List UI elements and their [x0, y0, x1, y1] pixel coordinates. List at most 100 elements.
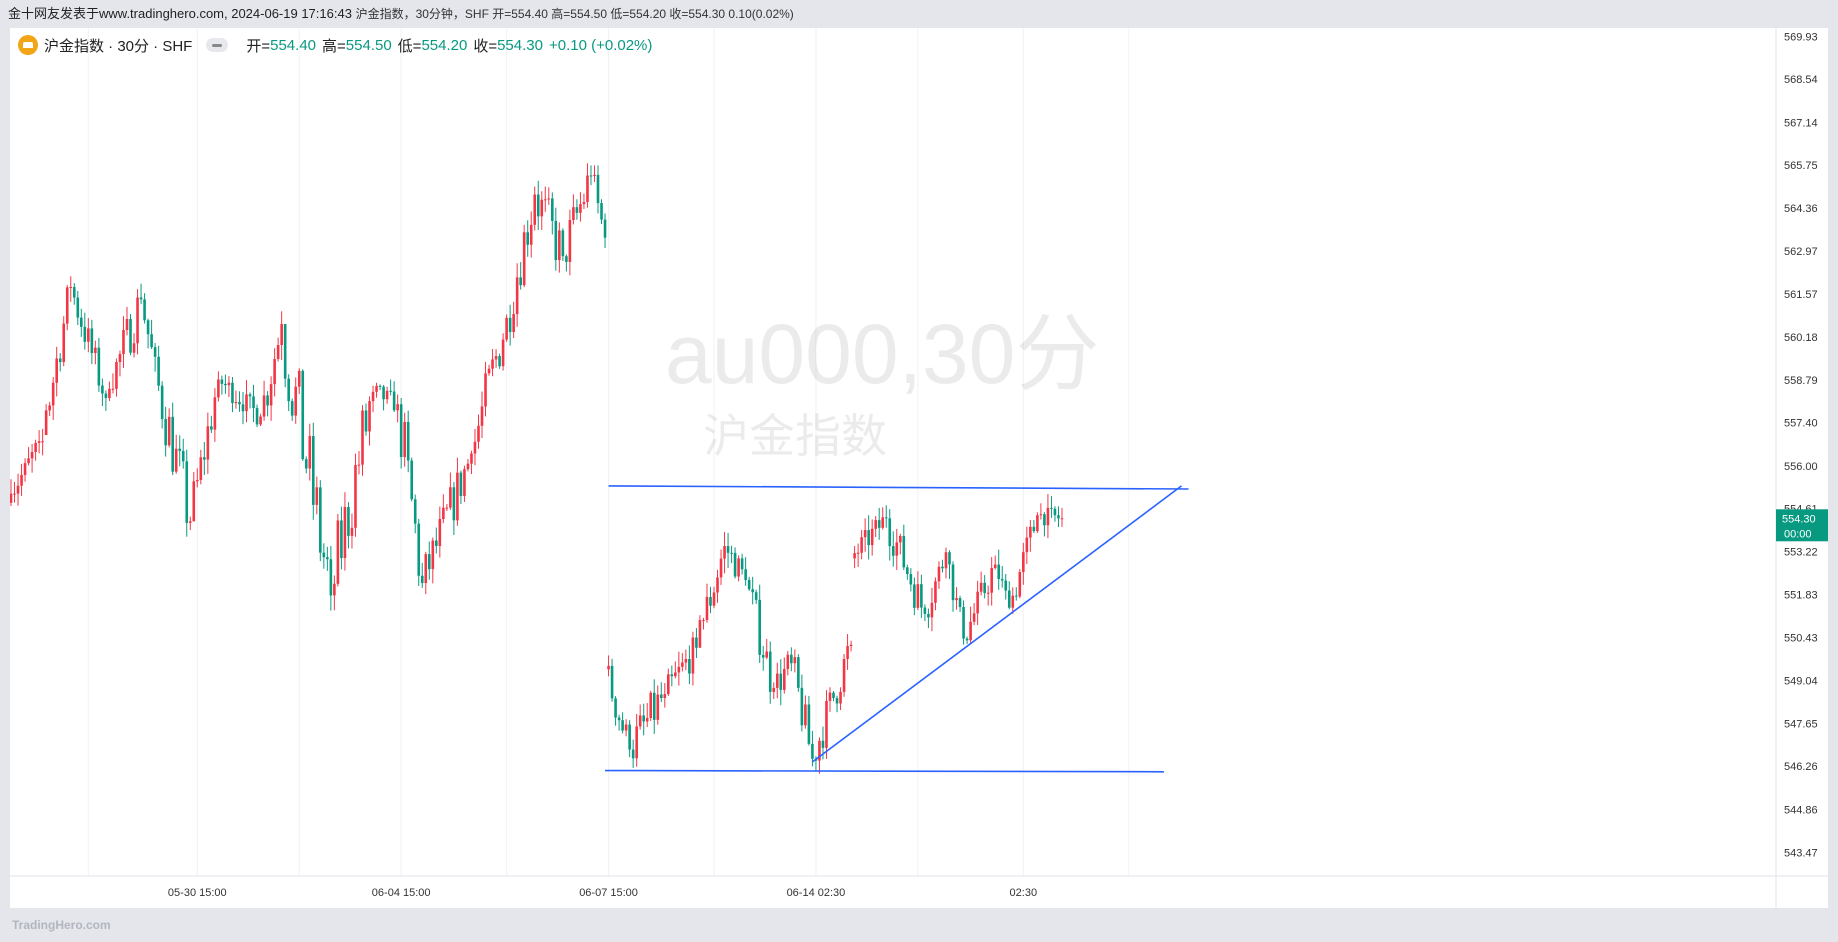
candle-body[interactable] [452, 487, 456, 521]
candle-body[interactable] [881, 517, 885, 528]
candle-body[interactable] [188, 521, 192, 523]
candle-body[interactable] [891, 546, 895, 556]
candle-body[interactable] [691, 637, 695, 674]
candle-body[interactable] [501, 339, 505, 367]
candle-body[interactable] [241, 404, 245, 412]
candle-body[interactable] [572, 207, 575, 220]
candle-body[interactable] [804, 704, 807, 726]
candle-body[interactable] [273, 359, 276, 385]
candle-body[interactable] [125, 319, 129, 331]
candle-body[interactable] [705, 596, 709, 621]
candle-body[interactable] [874, 520, 877, 529]
candle-body[interactable] [579, 204, 582, 213]
candle-body[interactable] [269, 384, 273, 406]
candle-body[interactable] [41, 441, 44, 443]
candle-body[interactable] [543, 199, 547, 201]
candle-body[interactable] [902, 535, 906, 568]
candle-body[interactable] [336, 520, 340, 584]
candle-body[interactable] [962, 607, 965, 639]
candle-body[interactable] [937, 566, 941, 582]
candle-body[interactable] [726, 546, 730, 553]
candle-body[interactable] [677, 666, 681, 673]
candle-body[interactable] [311, 436, 315, 505]
candle-body[interactable] [491, 359, 494, 369]
candle-body[interactable] [793, 657, 797, 664]
candle-body[interactable] [160, 385, 164, 420]
candle-body[interactable] [536, 194, 540, 217]
candle-body[interactable] [87, 328, 90, 342]
candle-body[interactable] [470, 453, 473, 464]
candle-body[interactable] [280, 324, 283, 346]
candle-body[interactable] [206, 426, 210, 460]
candle-body[interactable] [238, 402, 241, 405]
candle-body[interactable] [888, 518, 892, 547]
candle-body[interactable] [540, 199, 544, 217]
candle-body[interactable] [519, 277, 522, 286]
candle-body[interactable] [835, 698, 839, 704]
candle-body[interactable] [593, 174, 596, 177]
candle-body[interactable] [631, 749, 635, 759]
candle-body[interactable] [326, 557, 329, 560]
candle-body[interactable] [561, 230, 565, 257]
candle-body[interactable] [10, 493, 13, 503]
candle-body[interactable] [558, 230, 561, 261]
candle-body[interactable] [13, 493, 16, 495]
candle-body[interactable] [192, 481, 196, 522]
candle-body[interactable] [589, 175, 593, 177]
candle-body[interactable] [477, 425, 480, 442]
candle-body[interactable] [526, 232, 530, 245]
candle-body[interactable] [898, 535, 902, 543]
trendline[interactable] [605, 769, 1164, 773]
candle-body[interactable] [213, 397, 217, 430]
candle-body[interactable] [547, 198, 551, 200]
candle-body[interactable] [800, 687, 804, 726]
candle-body[interactable] [505, 317, 508, 340]
candle-body[interactable] [37, 441, 41, 443]
candle-body[interactable] [276, 345, 280, 360]
candle-body[interactable] [997, 564, 1001, 580]
candle-body[interactable] [916, 584, 920, 608]
candle-body[interactable] [856, 552, 860, 554]
candle-body[interactable] [396, 404, 399, 411]
candle-body[interactable] [993, 564, 997, 569]
candle-body[interactable] [684, 659, 688, 663]
candle-body[interactable] [617, 717, 621, 721]
candle-body[interactable] [234, 402, 238, 404]
candle-body[interactable] [551, 198, 554, 221]
collapse-toggle-icon[interactable] [206, 38, 229, 52]
trendline[interactable] [811, 485, 1182, 763]
candle-body[interactable] [695, 637, 698, 648]
candle-body[interactable] [702, 620, 705, 622]
candle-body[interactable] [906, 567, 909, 575]
candle-body[interactable] [329, 559, 333, 596]
candle-body[interactable] [375, 385, 378, 392]
candle-body[interactable] [575, 207, 579, 213]
candle-body[interactable] [986, 592, 990, 594]
candle-body[interactable] [27, 458, 30, 464]
candle-body[interactable] [494, 356, 498, 360]
candle-body[interactable] [435, 540, 438, 547]
candle-body[interactable] [108, 388, 111, 399]
candle-body[interactable] [522, 232, 526, 286]
candle-body[interactable] [410, 460, 414, 500]
candle-body[interactable] [565, 256, 568, 262]
candle-body[interactable] [659, 694, 663, 698]
candle-body[interactable] [245, 394, 248, 412]
candle-body[interactable] [62, 323, 66, 363]
candle-body[interactable] [1000, 579, 1004, 581]
candle-body[interactable] [649, 692, 653, 719]
candle-body[interactable] [44, 410, 48, 436]
candle-body[interactable] [969, 621, 972, 641]
candle-body[interactable] [438, 519, 442, 547]
candle-body[interactable] [23, 463, 27, 475]
candle-body[interactable] [1046, 507, 1050, 526]
candle-body[interactable] [252, 396, 255, 408]
candle-body[interactable] [20, 474, 23, 486]
candle-body[interactable] [681, 662, 684, 667]
candle-body[interactable] [72, 287, 76, 298]
candle-body[interactable] [895, 542, 899, 556]
candle-body[interactable] [955, 598, 958, 601]
candle-body[interactable] [976, 591, 979, 614]
candle-body[interactable] [350, 527, 354, 536]
candle-body[interactable] [740, 558, 744, 570]
